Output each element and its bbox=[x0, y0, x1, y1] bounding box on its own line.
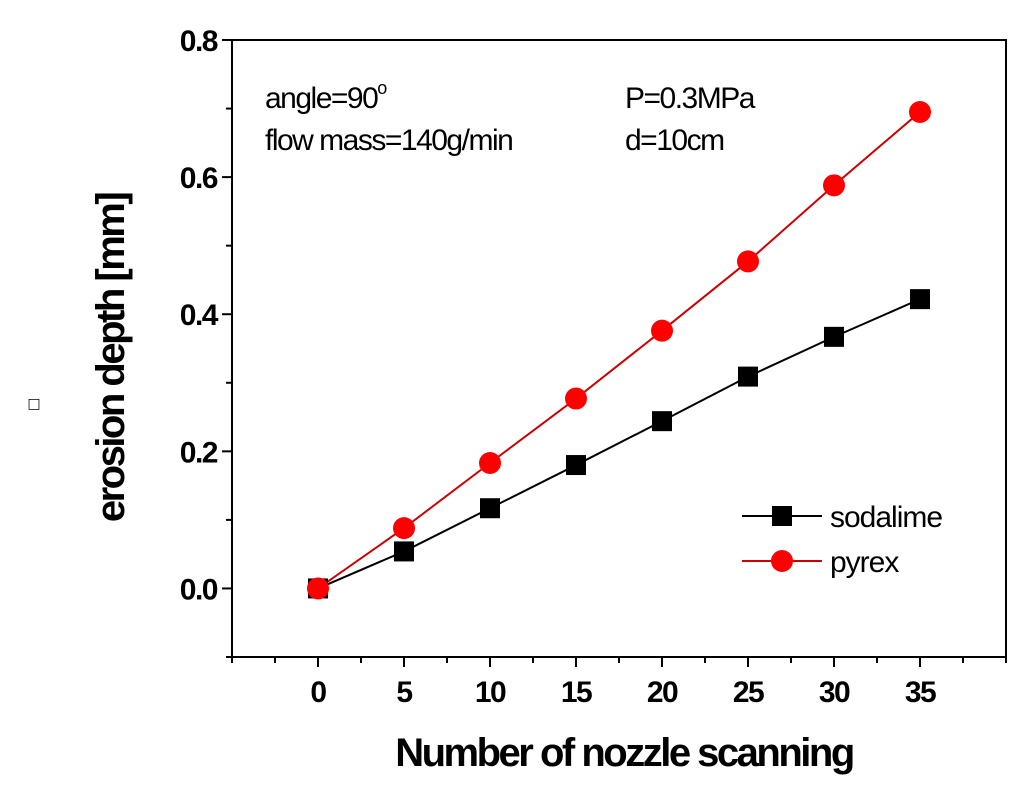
x-tick-label: 25 bbox=[733, 676, 764, 709]
x-tick-label: 0 bbox=[310, 676, 326, 709]
y-tick-label: 0.2 bbox=[180, 436, 218, 469]
annotation-flow-mass: flow mass=140g/min bbox=[265, 124, 512, 157]
y-tick-label: 0.8 bbox=[180, 25, 218, 58]
pyrex-point bbox=[307, 577, 329, 600]
tick-labels: 0 5 10 15 20 25 30 35 0.0 0.2 0.4 0.6 0.8 bbox=[180, 25, 938, 709]
x-tick-label: 20 bbox=[647, 676, 678, 709]
pyrex-point bbox=[823, 174, 845, 197]
sodalime-line bbox=[317, 298, 921, 590]
y-tick-label: 0.6 bbox=[180, 162, 218, 195]
x-axis-title: Number of nozzle scanning bbox=[395, 731, 853, 775]
pyrex-point bbox=[479, 451, 501, 474]
y-axis-title: erosion depth [mm] bbox=[89, 193, 133, 523]
annotation-pressure: P=0.3MPa bbox=[625, 82, 756, 115]
sodalime-point bbox=[824, 326, 844, 347]
sodalime-point bbox=[480, 498, 500, 519]
y-tick-label: 0.0 bbox=[180, 573, 218, 606]
sodalime-point bbox=[566, 455, 586, 476]
legend-pyrex-label: pyrex bbox=[830, 546, 899, 579]
sodalime-point bbox=[394, 541, 414, 562]
x-tick-label: 30 bbox=[819, 676, 850, 709]
x-tick-label: 5 bbox=[396, 676, 412, 709]
axis-ticks bbox=[222, 39, 1007, 667]
legend: sodalime pyrex bbox=[742, 501, 943, 579]
pyrex-line bbox=[317, 111, 921, 590]
x-tick-label: 15 bbox=[561, 676, 592, 709]
pyrex-point bbox=[909, 100, 931, 123]
pyrex-point bbox=[737, 250, 759, 273]
pyrex-point bbox=[651, 319, 673, 342]
x-tick-label: 35 bbox=[905, 676, 936, 709]
y-tick-label: 0.4 bbox=[180, 299, 219, 332]
annotation-distance: d=10cm bbox=[625, 124, 724, 157]
y-axis-marker: □ bbox=[27, 396, 40, 412]
annotation-angle: angle=90o bbox=[265, 78, 387, 115]
sodalime-point bbox=[652, 411, 672, 432]
series-layer bbox=[307, 100, 931, 600]
legend-sodalime-label: sodalime bbox=[830, 501, 942, 534]
legend-sodalime-marker bbox=[772, 506, 792, 526]
sodalime-point bbox=[738, 366, 758, 387]
pyrex-point bbox=[565, 387, 587, 410]
legend-pyrex-marker bbox=[771, 550, 793, 572]
pyrex-point bbox=[393, 517, 415, 540]
x-tick-label: 10 bbox=[475, 676, 506, 709]
sodalime-point bbox=[910, 289, 930, 310]
